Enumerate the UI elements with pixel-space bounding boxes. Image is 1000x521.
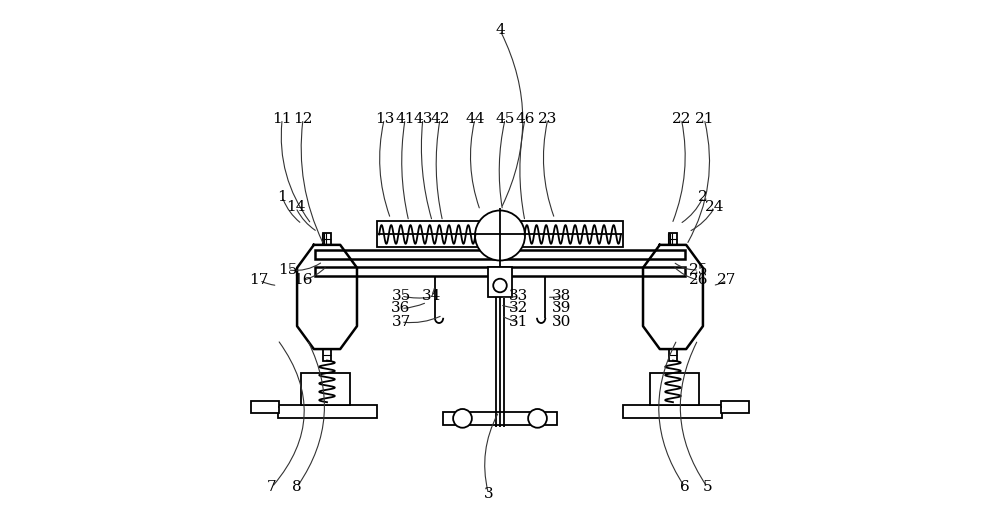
Bar [669, 233, 677, 245]
Text: 33: 33 [509, 289, 528, 303]
Bar [721, 401, 749, 413]
Text: 2: 2 [698, 190, 708, 204]
Bar [488, 267, 512, 297]
Text: 36: 36 [391, 302, 411, 315]
Text: 46: 46 [515, 112, 535, 126]
Text: 25: 25 [689, 263, 709, 277]
Text: 44: 44 [465, 112, 485, 126]
Text: 13: 13 [375, 112, 394, 126]
Text: 3: 3 [484, 487, 493, 501]
Text: 11: 11 [272, 112, 292, 126]
Text: 32: 32 [509, 302, 528, 315]
Text: 24: 24 [705, 201, 724, 214]
Text: 45: 45 [496, 112, 515, 126]
Text: 31: 31 [509, 315, 528, 329]
Circle shape [453, 409, 472, 428]
Bar [323, 233, 331, 245]
Text: 7: 7 [267, 480, 277, 494]
Text: 37: 37 [391, 315, 411, 329]
Bar [377, 221, 623, 247]
Text: 42: 42 [430, 112, 450, 126]
Text: 38: 38 [552, 289, 571, 303]
Text: 1: 1 [277, 190, 287, 204]
Text: 35: 35 [391, 289, 411, 303]
Bar [623, 405, 722, 418]
Bar [315, 250, 685, 259]
Bar [315, 267, 685, 276]
Circle shape [528, 409, 547, 428]
Text: 27: 27 [717, 274, 736, 287]
Text: 39: 39 [552, 302, 571, 315]
Text: 12: 12 [293, 112, 313, 126]
Bar [301, 373, 350, 405]
Circle shape [475, 210, 525, 260]
Circle shape [493, 279, 507, 292]
Text: 14: 14 [286, 201, 306, 214]
Text: 15: 15 [278, 263, 297, 277]
Bar [251, 401, 279, 413]
Text: 21: 21 [694, 112, 714, 126]
Text: 4: 4 [495, 23, 505, 37]
Text: 5: 5 [703, 480, 712, 494]
Text: 26: 26 [689, 274, 709, 287]
Text: 30: 30 [552, 315, 571, 329]
Bar [669, 349, 677, 361]
Text: 17: 17 [250, 274, 269, 287]
Text: 41: 41 [395, 112, 415, 126]
Text: 22: 22 [672, 112, 691, 126]
Bar [443, 412, 557, 425]
Text: 43: 43 [413, 112, 433, 126]
Bar [650, 373, 699, 405]
Text: 6: 6 [680, 480, 690, 494]
Text: 16: 16 [293, 274, 313, 287]
Bar [278, 405, 377, 418]
Text: 8: 8 [292, 480, 302, 494]
Bar [323, 349, 331, 361]
Text: 23: 23 [538, 112, 558, 126]
Text: 34: 34 [422, 289, 441, 303]
